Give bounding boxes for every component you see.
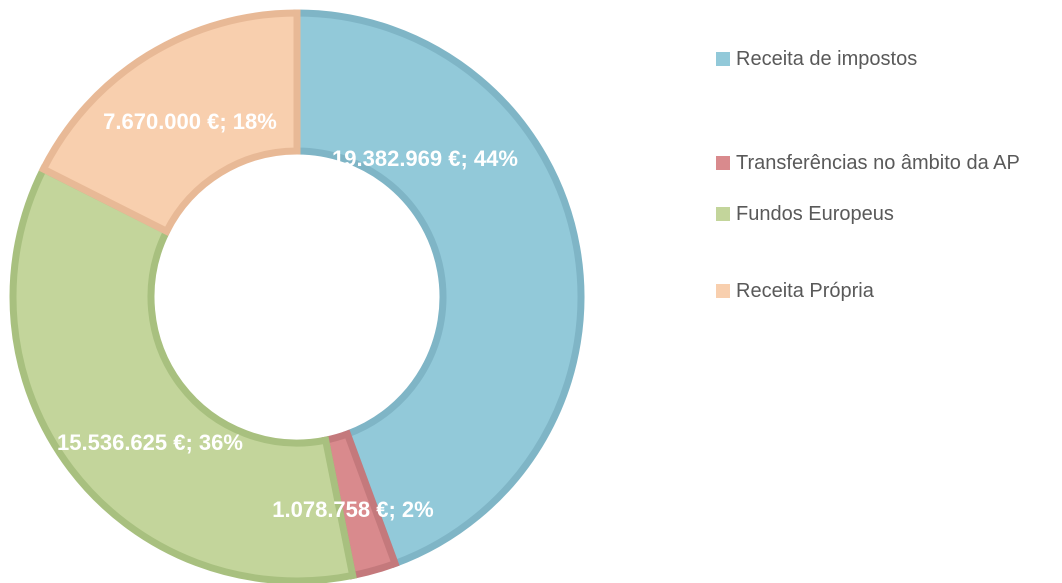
data-label: 1.078.758 €; 2% (272, 497, 434, 522)
data-label: 19.382.969 €; 44% (332, 146, 518, 171)
data-label: 15.536.625 €; 36% (57, 430, 243, 455)
donut-slice (293, 9, 585, 569)
donut-slice (38, 9, 301, 236)
legend-item: Receita Própria (716, 278, 1062, 304)
legend-label: Fundos Europeus (736, 203, 894, 225)
donut-slice (9, 164, 357, 583)
data-label: 7.670.000 €; 18% (103, 109, 277, 134)
legend-item: Receita de impostos (716, 46, 1062, 72)
legend-swatch (716, 156, 730, 170)
legend-label: Transferências no âmbito da AP (736, 152, 1020, 174)
legend-swatch (716, 52, 730, 66)
legend-swatch (716, 284, 730, 298)
legend-item: Transferências no âmbito da AP (716, 150, 1062, 176)
legend-swatch (716, 207, 730, 221)
legend-label: Receita Própria (736, 280, 874, 302)
legend-label: Receita de impostos (736, 48, 918, 70)
legend-item: Fundos Europeus (716, 201, 1062, 227)
